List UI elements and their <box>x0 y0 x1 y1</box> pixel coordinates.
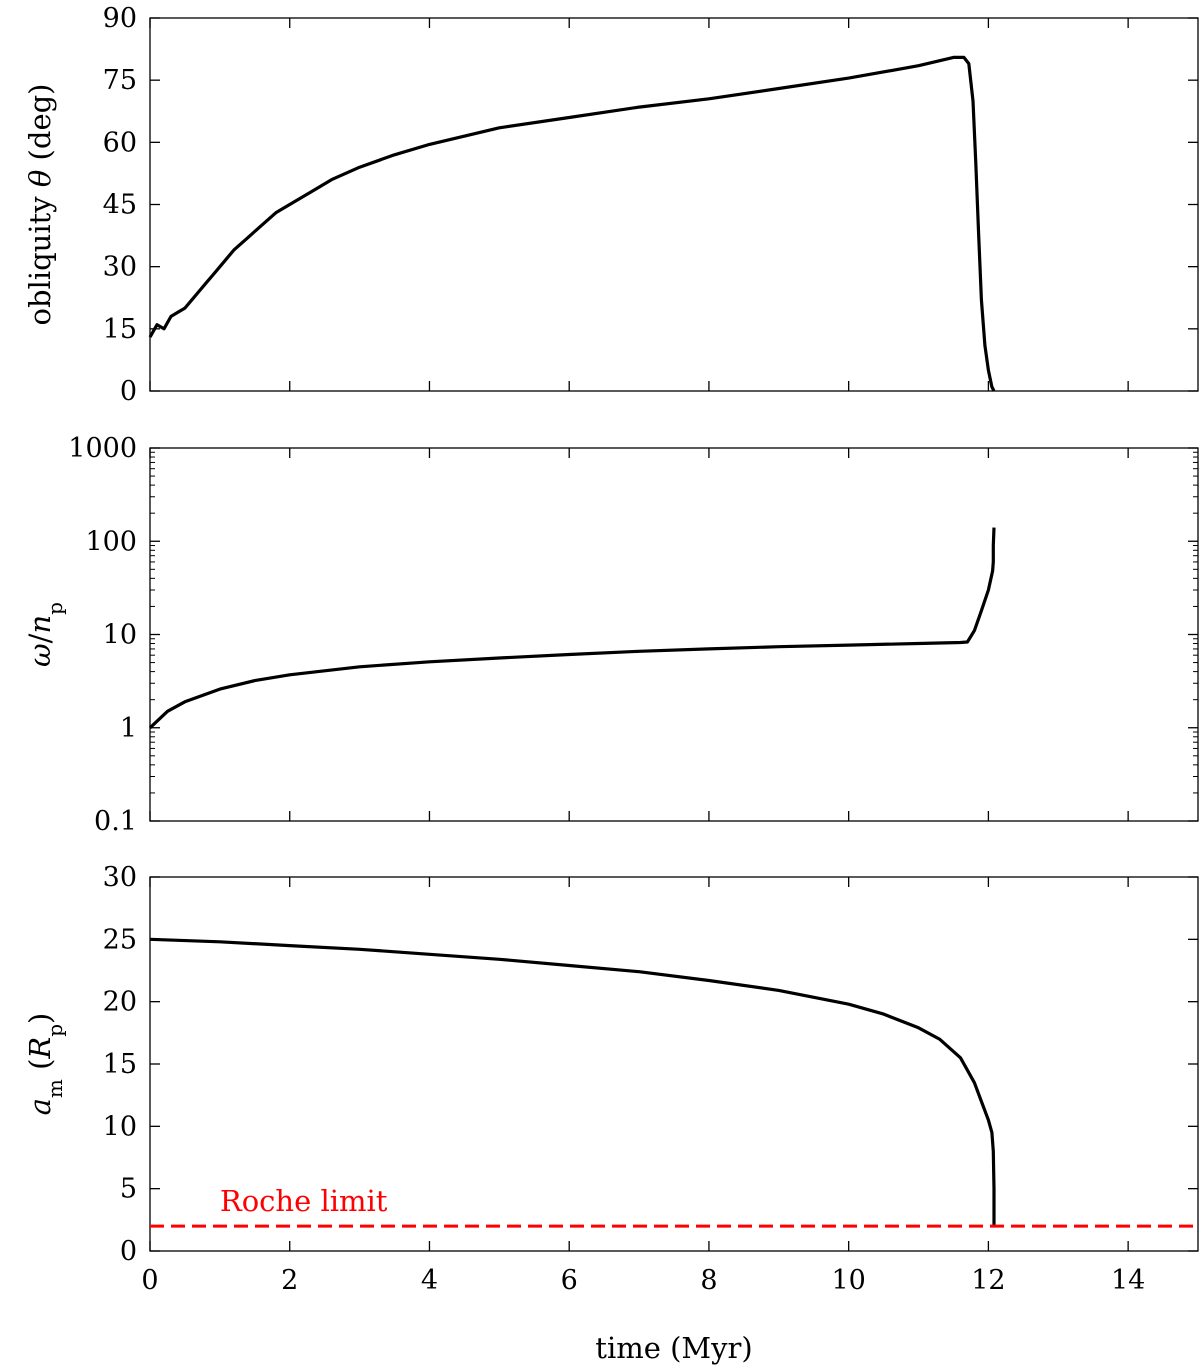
y-tick-label: 15 <box>103 314 137 345</box>
y-tick-label: 1 <box>120 713 137 744</box>
y-tick-label: 5 <box>120 1174 137 1205</box>
x-tick-label: 12 <box>971 1265 1005 1296</box>
y-tick-label: 75 <box>103 65 137 96</box>
x-tick-label: 8 <box>700 1265 717 1296</box>
y-tick-label: 30 <box>103 252 137 283</box>
semi-major-axis-series-line <box>149 937 996 1227</box>
x-axis-label: time (Myr) <box>595 1331 752 1365</box>
spin-rate-y-axis-label: ω/np <box>23 602 67 667</box>
y-tick-label: 10 <box>103 1111 137 1142</box>
y-tick-label: 1000 <box>68 433 137 464</box>
y-tick-label: 60 <box>103 127 137 158</box>
y-tick-label: 0 <box>120 376 137 407</box>
spin-rate-plot-frame <box>149 447 1199 822</box>
y-tick-label: 15 <box>103 1049 137 1080</box>
spin-rate-series-line <box>148 527 996 729</box>
y-tick-label: 10 <box>103 620 137 651</box>
obliquity-y-axis-label: obliquity θ (deg) <box>23 84 57 326</box>
obliquity-plot-frame <box>149 17 1199 392</box>
y-tick-label: 90 <box>103 3 137 34</box>
y-tick-label: 0.1 <box>94 806 137 837</box>
x-tick-label: 0 <box>141 1265 158 1296</box>
roche-limit-label: Roche limit <box>220 1184 388 1218</box>
spin-rate-panel: 0.1 1 10 100 1000 ω/np <box>23 433 1199 837</box>
y-tick-label: 45 <box>103 190 137 221</box>
y-tick-label: 0 <box>120 1236 137 1267</box>
y-tick-label: 30 <box>103 862 137 893</box>
x-tick-label: 6 <box>561 1265 578 1296</box>
semi-major-axis-y-axis-label: am (Rp) <box>23 1013 67 1116</box>
x-tick-label: 4 <box>421 1265 438 1296</box>
semi-major-axis-panel: 0 2 4 6 8 10 12 14 0 5 10 15 20 25 30 am (Rp) time (Myr)… <box>23 862 1199 1365</box>
x-tick-label: 14 <box>1111 1265 1145 1296</box>
x-tick-label: 2 <box>281 1265 298 1296</box>
y-tick-label: 100 <box>85 526 137 557</box>
y-tick-label: 25 <box>103 924 137 955</box>
obliquity-series-line <box>148 55 996 392</box>
obliquity-panel: 0 15 30 45 60 75 90 obliquity θ (deg) <box>23 3 1199 407</box>
x-tick-label: 10 <box>831 1265 865 1296</box>
y-tick-label: 20 <box>103 987 137 1018</box>
